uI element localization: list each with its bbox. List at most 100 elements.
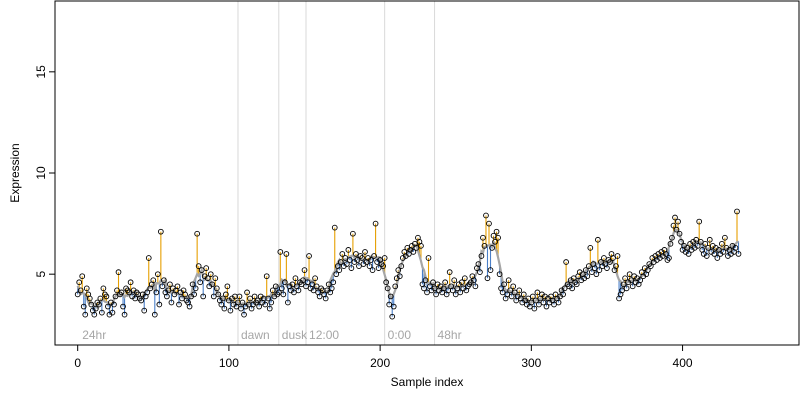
data-point <box>390 303 397 310</box>
data-point <box>91 311 98 318</box>
data-point <box>310 287 317 294</box>
data-point <box>475 261 482 267</box>
data-point <box>719 240 725 247</box>
data-point <box>711 251 718 257</box>
data-point <box>138 297 145 304</box>
data-point <box>191 291 197 298</box>
phase-label-5: 48hr <box>438 328 462 342</box>
data-point <box>442 279 448 286</box>
data-point <box>530 293 536 300</box>
data-point <box>100 285 107 292</box>
data-point <box>425 255 432 261</box>
data-point <box>387 293 394 300</box>
data-point <box>83 285 90 292</box>
data-point <box>449 287 456 294</box>
data-point <box>496 271 503 278</box>
data-point <box>495 234 501 241</box>
data-point <box>461 275 468 282</box>
data-point <box>489 245 495 251</box>
data-point <box>265 295 272 302</box>
data-point <box>301 267 308 273</box>
data-point <box>421 285 427 292</box>
data-point <box>76 279 83 286</box>
data-point <box>610 255 616 261</box>
data-point <box>697 238 704 245</box>
data-point <box>194 230 200 237</box>
data-point <box>168 299 175 306</box>
data-point <box>446 269 453 276</box>
data-point <box>227 307 234 314</box>
data-point <box>350 230 356 237</box>
data-point <box>80 303 87 310</box>
y-axis: 5 10 15 <box>34 65 56 278</box>
data-point <box>676 230 683 237</box>
phase-label-2: dusk <box>282 328 308 342</box>
data-point <box>195 263 202 269</box>
data-point <box>505 277 512 284</box>
data-point <box>395 267 402 273</box>
data-point <box>392 283 399 290</box>
data-point <box>663 251 669 257</box>
data-point <box>555 299 562 306</box>
data-point <box>478 253 485 259</box>
data-point <box>316 293 323 300</box>
data-point <box>210 293 217 300</box>
data-point <box>507 287 514 294</box>
phase-label-0: 24hr <box>82 328 106 342</box>
data-point <box>383 279 390 286</box>
data-point <box>339 251 346 257</box>
data-point <box>215 291 222 298</box>
data-point <box>186 303 193 310</box>
data-point <box>203 265 210 271</box>
data-point <box>330 279 337 286</box>
data-point <box>384 285 391 292</box>
data-point <box>161 277 167 284</box>
data-point <box>158 228 164 235</box>
data-point <box>670 222 677 229</box>
data-point <box>569 285 576 292</box>
data-point <box>331 224 338 231</box>
data-point <box>322 295 329 302</box>
data-point <box>508 293 515 300</box>
data-point <box>493 228 500 235</box>
data-point <box>582 267 589 273</box>
data-point <box>410 249 417 255</box>
data-point <box>86 295 93 302</box>
data-point <box>304 279 311 286</box>
data-point <box>714 255 721 261</box>
data-point <box>483 212 489 219</box>
data-point <box>356 263 362 269</box>
data-point <box>703 253 710 259</box>
data-point <box>536 301 542 308</box>
data-point <box>179 295 185 302</box>
data-point <box>720 249 727 255</box>
data-point <box>82 311 89 318</box>
y-tick-label: 10 <box>34 166 48 180</box>
data-point <box>543 303 550 310</box>
x-tick-label: 0 <box>74 356 81 370</box>
data-point <box>268 299 275 306</box>
data-point <box>244 289 250 296</box>
data-point <box>280 291 287 298</box>
data-point <box>333 271 340 278</box>
data-point <box>368 257 374 263</box>
data-point <box>705 245 712 251</box>
phase-label-4: 0:00 <box>388 328 412 342</box>
x-axis: 0 100 200 300 400 <box>74 344 693 370</box>
data-point <box>511 289 518 296</box>
data-point <box>622 275 628 282</box>
data-point <box>380 263 386 269</box>
data-point <box>74 291 81 298</box>
data-point <box>732 245 739 251</box>
data-point <box>118 289 125 296</box>
data-point <box>585 263 592 269</box>
data-point <box>504 291 510 298</box>
data-point <box>424 289 430 296</box>
data-point <box>451 277 458 284</box>
data-point <box>533 297 539 304</box>
data-point <box>487 267 494 273</box>
data-point <box>413 245 420 251</box>
data-point <box>167 281 173 288</box>
data-point <box>644 267 651 273</box>
data-points <box>74 208 742 320</box>
